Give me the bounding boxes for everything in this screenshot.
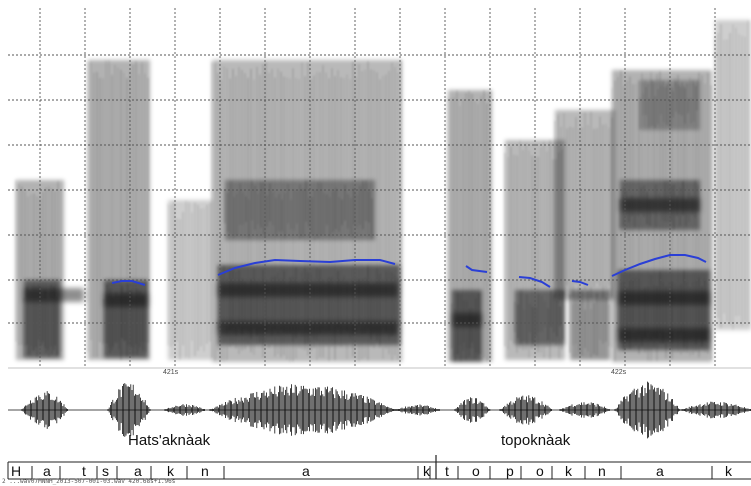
segment-label: H	[11, 463, 22, 479]
segment-label: a	[134, 463, 142, 479]
segment-label: k	[565, 463, 572, 479]
segment-label: a	[43, 463, 51, 479]
word-label-1: Hats'aknàak	[128, 432, 211, 449]
spectrogram	[8, 8, 751, 366]
time-marker-422: 422s	[611, 369, 627, 376]
segment-label: o	[472, 463, 480, 479]
annotation-tier	[7, 455, 751, 480]
segment-label: n	[598, 463, 606, 479]
segment-label: s	[102, 463, 109, 479]
pitch-contour-4	[518, 276, 551, 288]
pitch-contour-2	[217, 258, 396, 276]
segment-label: a	[656, 463, 664, 479]
waveform	[8, 381, 751, 439]
file-info: 2 ...wav07MNNH_2013-507-001-03.wav 420.6…	[2, 478, 176, 485]
segment-label: k	[167, 463, 174, 479]
segment-label: k	[423, 463, 430, 479]
pitch-contour-3	[465, 265, 488, 273]
segment-label: k	[725, 463, 732, 479]
segment-label: a	[302, 463, 310, 479]
segment-label: o	[536, 463, 544, 479]
pitch-contour-1	[111, 280, 146, 286]
pitch-contour-5	[571, 280, 589, 286]
segment-label: t	[82, 463, 86, 479]
segment-label: t	[445, 463, 449, 479]
time-marker-421: 421s	[163, 369, 179, 376]
segment-label: p	[506, 463, 514, 479]
segment-label: n	[201, 463, 209, 479]
pitch-contour-6	[611, 254, 707, 277]
word-label-2: topoknàak	[501, 432, 571, 449]
